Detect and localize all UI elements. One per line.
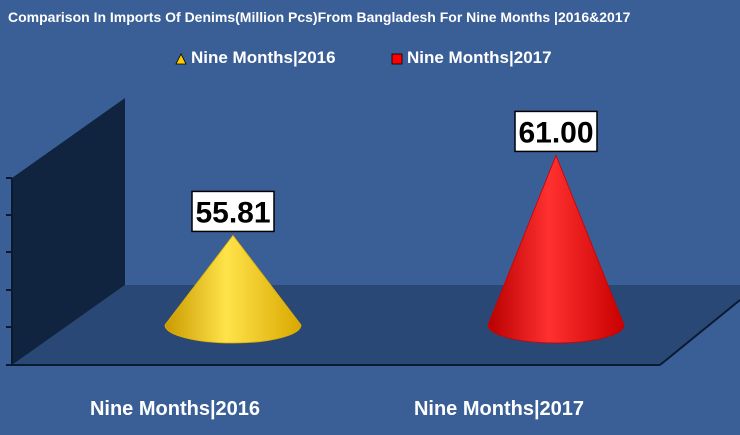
cone-2016 [164,234,302,344]
data-label-2016: 55.81 [195,196,270,229]
value-axis-ticks [6,177,12,366]
plot-area-3d [6,98,740,366]
legend-swatch-2017 [391,53,403,65]
legend: Nine Months|2016 Nine Months|2017 [175,48,552,67]
data-label-box-2016 [191,190,275,233]
data-marks: 55.81 61.00 [164,110,625,344]
data-label-2017: 61.00 [518,116,593,149]
floor [12,285,740,365]
legend-label-2016: Nine Months|2016 [191,48,336,67]
cone-2017 [487,154,625,344]
legend-swatch-2016 [175,53,187,65]
floor-right-edge [659,299,740,366]
data-label-box-2017 [514,110,598,153]
legend-item-2017: Nine Months|2017 [391,48,552,67]
chart-title: Comparison In Imports Of Denims(Million … [8,9,631,25]
legend-label-2017: Nine Months|2017 [407,48,552,67]
category-label-2017: Nine Months|2017 [414,398,584,420]
back-side-wall [12,98,125,365]
category-label-2016: Nine Months|2016 [90,398,260,420]
legend-item-2016: Nine Months|2016 [175,48,336,67]
